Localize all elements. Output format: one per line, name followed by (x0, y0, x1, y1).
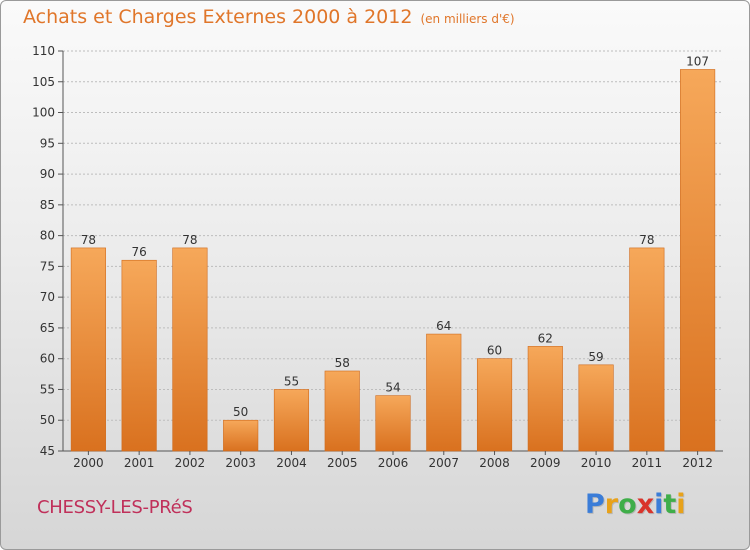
x-tick-label: 2012 (682, 456, 713, 470)
bar (70, 247, 106, 452)
logo-letter: t (663, 489, 677, 520)
x-tick-label: 2000 (73, 456, 104, 470)
x-tick-label: 2004 (276, 456, 307, 470)
bar (680, 69, 716, 452)
bar (527, 346, 563, 452)
y-tick-label: 65 (40, 321, 55, 335)
data-label: 78 (81, 233, 96, 247)
y-tick-label: 90 (40, 167, 55, 181)
y-tick-label: 95 (40, 136, 55, 150)
y-tick-label: 110 (32, 44, 55, 58)
y-tick-label: 85 (40, 198, 55, 212)
logo-letter: o (618, 489, 637, 520)
bar (578, 364, 614, 452)
bar (476, 358, 513, 452)
chart-unit-note: (en milliers d'€) (420, 12, 515, 26)
x-tick-label: 2008 (479, 456, 510, 470)
y-tick-label: 60 (40, 352, 55, 366)
bar (426, 333, 462, 452)
data-label: 76 (132, 245, 147, 259)
y-tick-label: 75 (40, 259, 55, 273)
data-label: 50 (233, 405, 248, 419)
data-label: 58 (335, 356, 350, 370)
x-tick-label: 2005 (327, 456, 358, 470)
data-label: 54 (385, 381, 400, 395)
data-label: 55 (284, 374, 299, 388)
y-tick-label: 45 (40, 444, 55, 458)
logo-letter: i (654, 489, 664, 520)
data-label: 60 (487, 344, 502, 358)
bar (324, 370, 360, 452)
data-label: 78 (182, 233, 197, 247)
y-tick-label: 80 (40, 229, 55, 243)
x-tick-label: 2006 (378, 456, 409, 470)
logo-letter: i (676, 489, 686, 520)
x-tick-label: 2003 (225, 456, 256, 470)
logo-letter: P (585, 489, 605, 520)
y-tick-label: 100 (32, 106, 55, 120)
y-tick-label: 70 (40, 290, 55, 304)
x-tick-label: 2002 (175, 456, 206, 470)
logo-letter: r (604, 489, 619, 520)
x-tick-label: 2010 (581, 456, 612, 470)
chart-title-block: Achats et Charges Externes 2000 à 2012 (e… (23, 6, 515, 28)
y-tick-label: 105 (32, 75, 55, 89)
bar (629, 247, 665, 452)
bar (172, 247, 208, 452)
logo-letter: x (636, 489, 655, 520)
proxiti-logo: Proxiti (585, 489, 686, 520)
bar (121, 259, 157, 452)
x-tick-label: 2011 (632, 456, 663, 470)
bar (273, 389, 310, 452)
y-tick-label: 55 (40, 382, 55, 396)
data-label: 64 (436, 319, 451, 333)
data-label: 78 (639, 233, 654, 247)
bar (223, 419, 259, 452)
x-tick-label: 2001 (124, 456, 155, 470)
town-name: CHESSY-LES-PRéS (37, 497, 193, 518)
x-tick-label: 2007 (428, 456, 459, 470)
data-label: 107 (686, 54, 709, 68)
y-tick-label: 50 (40, 413, 55, 427)
bar (375, 395, 411, 452)
x-tick-label: 2009 (530, 456, 561, 470)
data-label: 59 (588, 350, 603, 364)
data-label: 62 (538, 331, 553, 345)
chart-title: Achats et Charges Externes 2000 à 2012 (23, 6, 413, 28)
